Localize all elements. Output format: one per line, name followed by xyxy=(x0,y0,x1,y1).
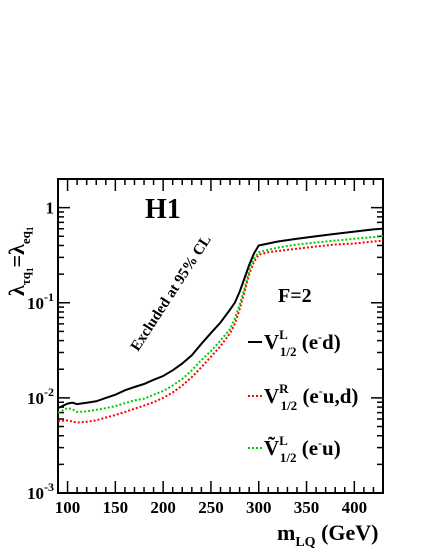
y-axis-label: λτq1=λeq1 xyxy=(4,226,35,296)
x-tick-label: 400 xyxy=(342,498,368,517)
x-tick-label: 250 xyxy=(198,498,224,517)
y-axis-ticks: 10-3 10-2 10-1 1 xyxy=(27,178,383,503)
x-tick-label: 200 xyxy=(150,498,176,517)
legend-entry-v-l-1-2: VL 1/2 (e-d) xyxy=(264,327,341,359)
y-tick-label: 10-1 xyxy=(27,290,54,313)
legend-entry-v-tilde-l-1-2: ṼL 1/2 (e-u) xyxy=(264,433,341,465)
excluded-annotation: Excluded at 95% CL xyxy=(128,233,215,355)
legend-entry-v-r-1-2: VR 1/2 (e-u,d) xyxy=(264,381,358,413)
series-line-2 xyxy=(57,239,384,424)
x-tick-label: 350 xyxy=(294,498,320,517)
x-tick-label: 100 xyxy=(55,498,81,517)
limit-curves xyxy=(57,227,384,424)
x-axis-ticks: 100 150 200 250 300 350 400 xyxy=(55,179,375,517)
series-line-3 xyxy=(57,235,384,414)
f-parameter-label: F=2 xyxy=(278,285,312,307)
y-tick-label: 10-2 xyxy=(27,385,54,408)
y-tick-label: 10-3 xyxy=(27,480,54,503)
chart-title: H1 xyxy=(145,194,181,225)
legend: VL 1/2 (e-d) VR 1/2 (e-u,d) ṼL 1/2 (e-u) xyxy=(248,327,358,465)
series-line-1 xyxy=(57,227,384,410)
x-axis-label: mLQ (GeV) xyxy=(277,520,378,550)
y-tick-label: 1 xyxy=(46,199,55,218)
x-tick-label: 300 xyxy=(246,498,272,517)
x-tick-label: 150 xyxy=(103,498,129,517)
